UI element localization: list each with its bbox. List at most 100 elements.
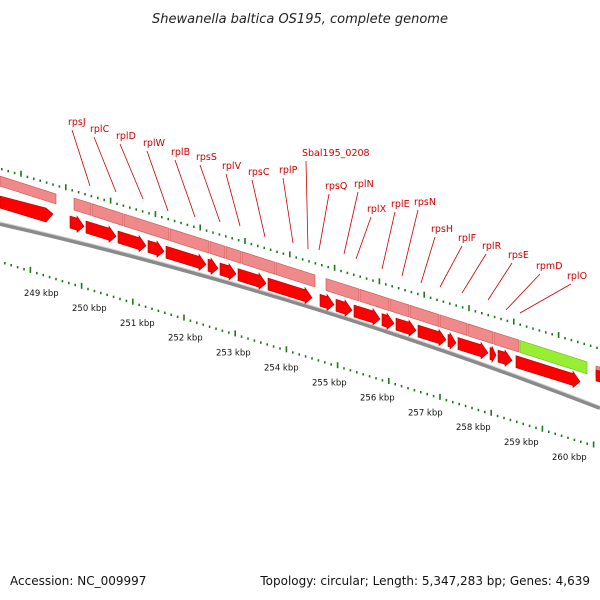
tick-mark xyxy=(279,347,281,350)
tick-mark xyxy=(285,346,288,353)
tick-mark xyxy=(90,194,93,198)
backbone-highlight xyxy=(0,221,600,407)
tick-mark xyxy=(311,357,313,360)
tick-mark xyxy=(439,393,441,400)
gene-arrow-track xyxy=(69,215,600,389)
tick-mark xyxy=(212,231,214,234)
tick-mark xyxy=(423,291,425,298)
tick-mark xyxy=(260,341,262,344)
tick-mark xyxy=(548,430,550,433)
tick-mark xyxy=(55,277,57,281)
tick-mark xyxy=(554,432,556,435)
tick-mark xyxy=(48,275,51,279)
gene-labels: rpsJ rplC rplD rplW rplB rpsS rplV rpsC rplP Sbal… xyxy=(68,117,587,314)
tick-mark xyxy=(397,287,400,290)
tick-mark xyxy=(151,307,153,310)
tick-mark xyxy=(564,337,566,340)
gene-label: rpsN xyxy=(414,197,436,208)
tick-mark xyxy=(314,262,317,265)
tick-mark xyxy=(471,406,473,410)
tick-mark xyxy=(586,442,588,445)
left-gene-track xyxy=(0,175,57,223)
gene-label-leader xyxy=(401,209,419,277)
tick-mark xyxy=(71,189,73,192)
gene-label: rplC xyxy=(90,124,110,135)
gene-arrow xyxy=(381,312,395,330)
tick-mark xyxy=(228,331,230,334)
kbp-label: 249 kbp xyxy=(24,289,59,299)
tick-mark xyxy=(417,292,419,296)
gene-label: rpsS xyxy=(196,152,217,163)
tick-mark xyxy=(513,318,515,325)
tick-mark xyxy=(87,287,89,291)
tick-mark xyxy=(490,409,492,416)
gene-label-leader xyxy=(461,253,487,294)
tick-mark xyxy=(349,369,352,372)
tick-mark xyxy=(144,305,147,308)
gene-arrow xyxy=(319,293,335,312)
tick-mark xyxy=(298,353,300,356)
tick-mark xyxy=(237,239,240,242)
tick-mark xyxy=(154,211,157,218)
accession-text: Accession: NC_009997 xyxy=(10,574,146,588)
tick-mark xyxy=(346,271,349,275)
tick-mark xyxy=(442,300,445,303)
gene-bar xyxy=(439,314,468,336)
tick-mark xyxy=(468,305,470,312)
tick-mark xyxy=(394,383,396,386)
gene-arrow xyxy=(147,239,165,258)
gene-label: rplO xyxy=(567,271,587,282)
kbp-label: 251 kbp xyxy=(120,319,155,329)
tick-mark xyxy=(266,343,268,346)
gene-bar xyxy=(409,304,440,328)
tick-mark xyxy=(202,323,204,326)
gene-label: rplV xyxy=(222,161,242,172)
gene-label-leader xyxy=(119,143,144,200)
tick-mark xyxy=(132,298,134,305)
tick-mark xyxy=(375,377,377,380)
gene-label-leader xyxy=(355,216,372,260)
kbp-label: 259 kbp xyxy=(504,438,539,448)
backbone-line xyxy=(0,222,600,410)
gene-label: rplW xyxy=(143,138,166,149)
gene-arrow xyxy=(165,245,207,272)
tick-mark xyxy=(308,260,310,263)
tick-mark xyxy=(458,402,460,406)
gene-arrow xyxy=(117,230,147,253)
tick-mark xyxy=(493,315,496,319)
gene-arrow xyxy=(207,257,219,275)
tick-mark xyxy=(583,342,585,346)
tick-mark xyxy=(93,289,96,293)
tick-mark xyxy=(52,183,54,186)
gene-arrow xyxy=(353,304,381,326)
tick-mark xyxy=(484,410,486,414)
tick-mark xyxy=(106,293,108,297)
gene-label-leader xyxy=(420,236,436,284)
gene-label: rplN xyxy=(354,179,374,190)
tick-mark xyxy=(589,344,592,347)
tick-mark xyxy=(292,351,294,354)
tick-mark xyxy=(570,338,573,342)
tick-mark xyxy=(205,229,208,232)
tick-mark xyxy=(327,265,329,269)
tick-mark xyxy=(567,436,569,439)
gene-bar xyxy=(389,298,410,318)
gene-label: Sbal195_0208 xyxy=(302,148,370,159)
gene-bar xyxy=(91,203,124,227)
gene-arrow xyxy=(219,262,237,281)
tick-mark xyxy=(16,266,19,269)
tick-mark xyxy=(20,170,22,177)
tick-mark xyxy=(304,355,307,358)
gene-arrow xyxy=(0,195,54,223)
tick-mark xyxy=(42,273,44,277)
tick-mark xyxy=(164,311,166,314)
tick-mark xyxy=(240,335,243,338)
tick-mark xyxy=(385,283,387,286)
tick-mark xyxy=(545,331,547,334)
tick-mark xyxy=(257,244,259,248)
tick-mark xyxy=(455,304,457,307)
gene-label: rplX xyxy=(367,204,387,215)
gene-label: rplB xyxy=(171,147,190,158)
tick-mark xyxy=(225,235,227,238)
